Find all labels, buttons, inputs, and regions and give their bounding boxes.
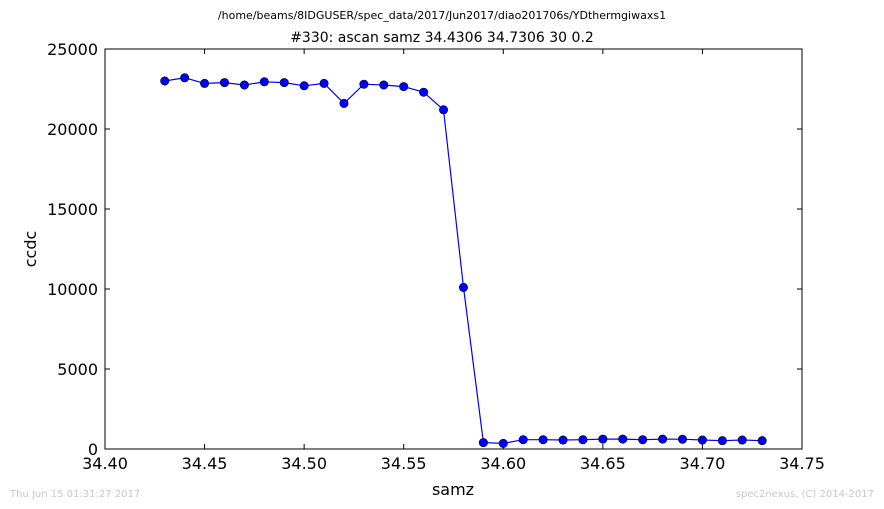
data-point [299,81,309,91]
data-point [399,82,409,92]
footer-timestamp: Thu Jun 15 01:31:27 2017 [10,489,141,500]
x-axis-label: samz [432,480,474,499]
data-point [478,438,488,448]
x-tick-label: 34.75 [779,454,825,473]
data-point [737,435,747,445]
data-point [558,435,568,445]
data-point [259,77,269,87]
x-tick-label: 34.50 [281,454,327,473]
data-point [319,78,329,88]
data-point [379,80,389,90]
data-point [697,435,707,445]
data-point [180,73,190,83]
data-point [419,87,429,97]
data-point [538,435,548,445]
axis-ticks: 34.40 34.45 34.50 34.55 34.60 34.65 34.70 34.75… [47,40,825,473]
data-point [678,434,688,444]
chart-title: #330: ascan samz 34.4306 34.7306 30 0.2 [290,30,594,46]
x-tick-label: 34.65 [580,454,626,473]
x-tick-label: 34.70 [680,454,726,473]
y-tick-label: 25000 [47,40,98,59]
data-point [200,78,210,88]
data-point [219,78,229,88]
data-point [658,434,668,444]
figure-suptitle: /home/beams/8IDGUSER/spec_data/2017/Jun2… [217,9,667,22]
footer-credit: spec2nexus, (C) 2014-2017 [735,489,874,500]
x-tick-label: 34.40 [82,454,128,473]
data-point [279,78,289,88]
data-point [498,438,508,448]
y-tick-label: 20000 [47,120,98,139]
data-point [518,435,528,445]
data-point [359,79,369,89]
y-tick-label: 5000 [57,360,98,379]
plot-area-frame [104,48,803,450]
series-line [164,77,763,445]
x-tick-label: 34.60 [480,454,526,473]
data-point [618,434,628,444]
data-point [598,434,608,444]
data-point [757,436,767,446]
data-point [717,436,727,446]
data-point [439,105,449,115]
y-tick-label: 10000 [47,280,98,299]
y-tick-label: 0 [88,440,98,459]
data-point [638,435,648,445]
x-tick-label: 34.55 [381,454,427,473]
data-point [458,282,468,292]
data-point [339,98,349,108]
data-point [578,435,588,445]
y-axis-label: ccdc [21,231,40,268]
data-point [239,80,249,90]
y-tick-label: 15000 [47,200,98,219]
data-series [160,73,767,448]
x-tick-label: 34.45 [182,454,228,473]
data-point [160,76,170,86]
